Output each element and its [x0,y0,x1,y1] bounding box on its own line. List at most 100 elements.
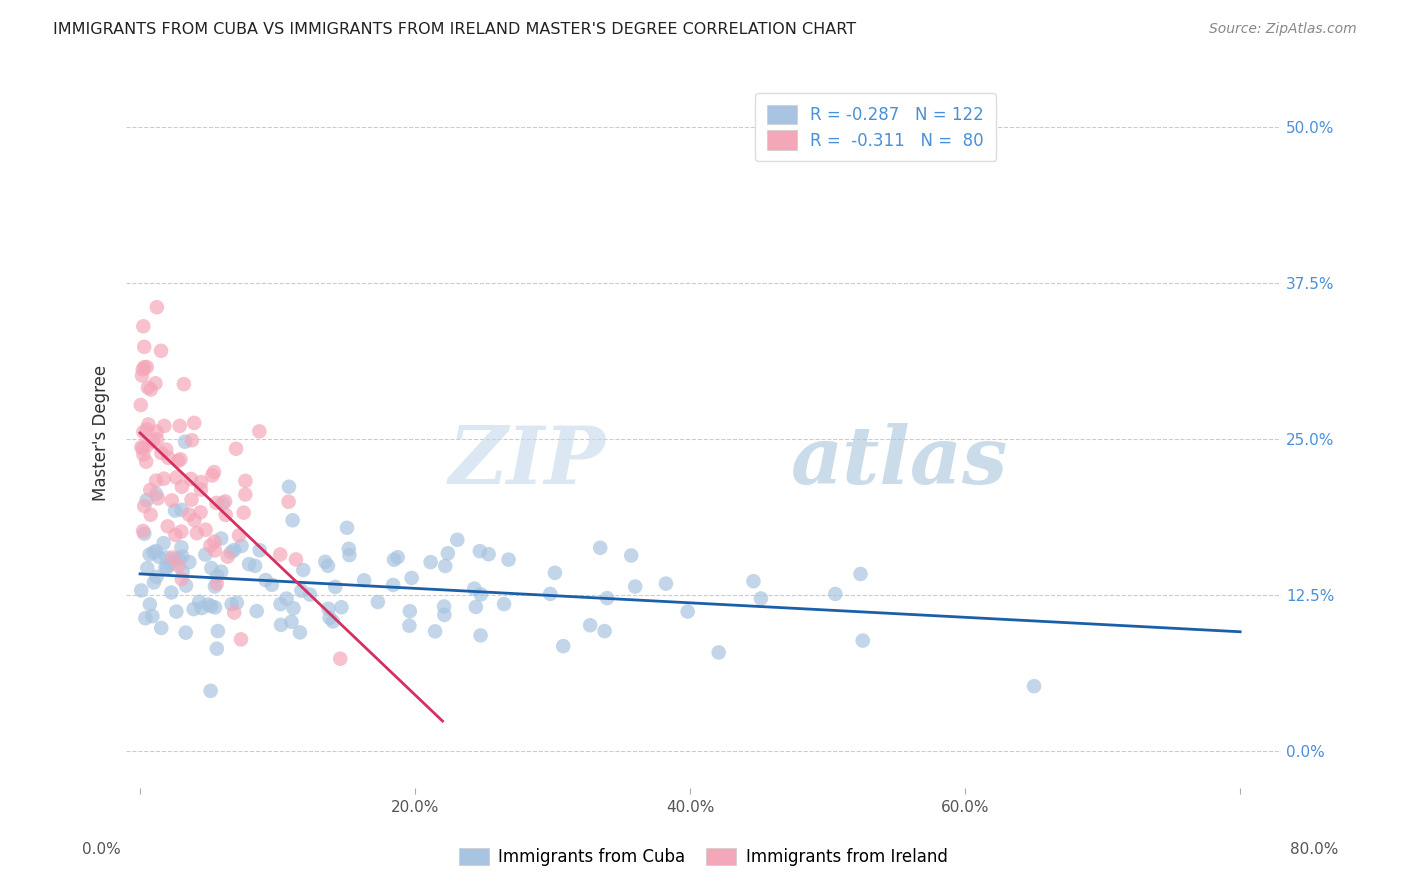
Point [284,552,307,566]
Point [387,550,409,565]
Point [620,549,643,563]
Point [464,599,486,614]
Point [160,585,183,599]
Point [219,545,242,559]
Point [180,492,202,507]
Point [478,547,501,561]
Point [278,480,301,494]
Point [292,563,315,577]
Point [191,601,214,615]
Point [142,575,165,590]
Point [596,591,619,606]
Point [157,450,180,465]
Point [298,588,321,602]
Point [353,574,375,588]
Text: Source: ZipAtlas.com: Source: ZipAtlas.com [1209,22,1357,37]
Point [235,474,257,488]
Point [183,416,205,430]
Point [231,539,253,553]
Point [170,503,193,517]
Point [205,641,228,656]
Point [232,506,254,520]
Point [197,598,219,612]
Point [131,442,153,456]
Point [139,383,162,397]
Point [200,683,222,698]
Point [288,625,311,640]
Point [446,533,468,547]
Point [498,552,520,566]
Point [167,454,190,468]
Point [132,524,155,538]
Point [183,602,205,616]
Point [186,526,208,541]
Point [190,483,212,497]
Point [260,578,283,592]
Point [1022,679,1045,693]
Point [707,645,730,659]
Point [204,543,226,558]
Point [254,573,277,587]
Point [134,499,156,513]
Point [146,491,169,506]
Point [544,566,567,580]
Point [131,440,153,454]
Point [153,472,176,486]
Point [135,493,157,508]
Point [142,434,165,448]
Point [382,553,405,567]
Y-axis label: Master's Degree: Master's Degree [93,365,110,501]
Point [217,549,239,564]
Point [433,607,456,622]
Point [204,600,226,615]
Point [160,493,183,508]
Point [136,381,159,395]
Point [367,595,389,609]
Point [174,578,197,592]
Point [165,470,187,484]
Point [283,601,305,615]
Point [145,544,167,558]
Point [177,508,200,522]
Point [163,503,186,517]
Point [246,604,269,618]
Point [277,494,299,508]
Text: atlas: atlas [790,423,1008,500]
Point [849,566,872,581]
Point [225,442,247,456]
Point [225,596,247,610]
Point [323,580,346,594]
Point [329,651,352,665]
Point [173,377,195,392]
Point [249,543,271,558]
Point [141,609,163,624]
Point [269,597,291,611]
Point [136,561,159,575]
Point [437,546,460,560]
Point [167,558,190,573]
Point [212,496,235,510]
Legend: Immigrants from Cuba, Immigrants from Ireland: Immigrants from Cuba, Immigrants from Ir… [451,841,955,873]
Point [229,632,252,647]
Point [433,599,456,614]
Point [419,555,441,569]
Point [247,425,270,439]
Point [204,579,226,593]
Point [423,624,446,639]
Point [290,583,312,598]
Point [468,544,491,558]
Point [162,550,184,565]
Point [160,557,183,571]
Point [200,599,222,614]
Point [398,604,420,618]
Point [150,446,173,460]
Point [336,521,359,535]
Point [136,422,159,436]
Point [224,543,246,558]
Point [382,578,405,592]
Point [579,618,602,632]
Point [148,549,170,564]
Point [134,611,156,625]
Point [183,513,205,527]
Point [463,582,485,596]
